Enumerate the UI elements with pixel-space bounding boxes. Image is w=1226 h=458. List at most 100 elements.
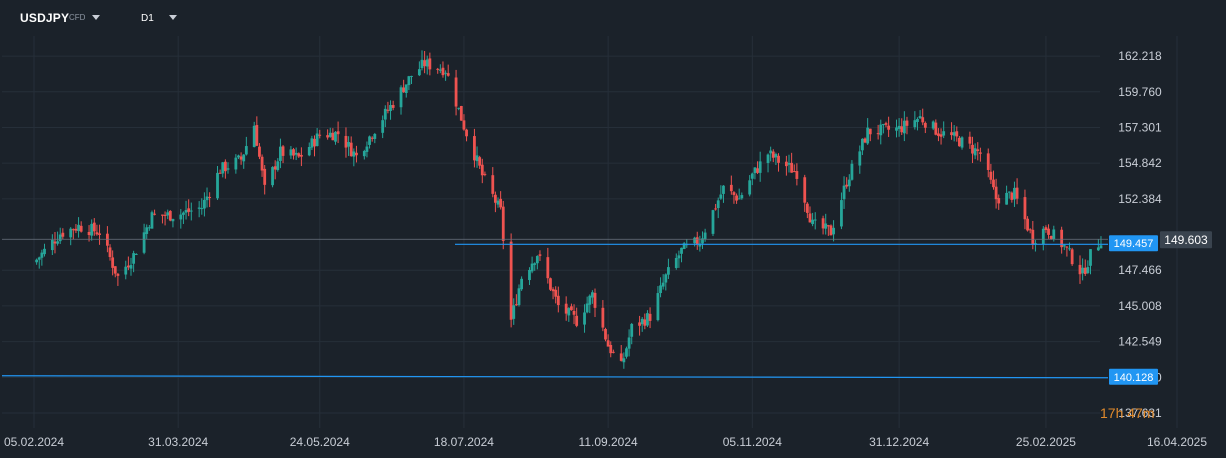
candle-body-up [417,69,421,76]
candle-body-up [197,207,201,209]
candle-body-up [530,263,534,272]
candle-body-up [528,269,531,281]
candle-body-down [643,319,647,326]
timeframe-selector[interactable]: D1 [141,13,154,24]
candle-body-down [826,225,830,227]
candle-body-up [279,146,282,161]
candle-body-up [142,232,146,253]
chart-toolbar: USDJPY CFD D1 [0,0,1226,36]
timeframe-dropdown-chevron-icon[interactable] [169,15,177,20]
symbol-selector[interactable]: USDJPY [20,11,70,25]
candle-body-up [362,151,366,157]
candle-body-up [535,256,539,264]
candle-body-up [389,105,392,111]
candle-body-down [619,353,623,361]
candle-body-down [950,132,953,136]
candle-body-up [567,308,571,316]
candle-body-down [958,137,961,147]
candle-body-up [221,162,225,174]
symbol-type-label: CFD [69,13,86,22]
candle-body-up [590,292,594,298]
candle-body-up [1005,192,1008,205]
candle-body-down [729,184,733,192]
symbol-dropdown-chevron-icon[interactable] [92,15,100,20]
candle-body-up [1086,267,1090,274]
candle-body-down [937,133,940,136]
candle-body-down [549,278,552,290]
candle-body-up [774,154,778,158]
y-axis-tick-label: 159.760 [1118,85,1162,99]
candle-body-down [1065,246,1069,248]
candle-body-up [1062,245,1066,247]
y-axis-tick-label: 157.301 [1118,120,1162,134]
candle-body-up [1052,229,1056,240]
candle-body-up [716,200,720,209]
candle-body-down [108,247,112,258]
candle-body-down [106,233,109,246]
candle-body-down [771,151,775,158]
candle-body-up [1007,191,1011,193]
candle-body-up [769,150,773,154]
x-axis-tick-label: 24.05.2024 [290,435,350,449]
candle-body-down [491,175,495,194]
candle-body-down [923,122,927,128]
candle-body-down [556,295,560,306]
candle-body-up [585,303,589,313]
candle-body-up [271,167,274,186]
candle-body-up [37,257,41,260]
candle-body-up [512,305,516,319]
candle-body-up [811,219,815,225]
x-axis-tick-label: 18.07.2024 [434,435,494,449]
candle-body-down [905,120,909,126]
candle-body-down [239,156,243,160]
candle-body-up [171,218,175,222]
candle-body-up [35,259,39,263]
candle-body-up [661,282,665,287]
candle-body-down [514,304,518,306]
candle-body-down [402,87,406,93]
candle-body-down [299,154,303,157]
candle-body-up [931,121,935,129]
candle-body-up [310,138,314,148]
candle-body-up [918,116,922,119]
y-axis-tick-label: 142.549 [1118,335,1162,349]
y-axis-tick-label: 147.466 [1118,263,1162,277]
candle-body-up [722,185,725,194]
candle-body-down [87,231,91,236]
candle-body-down [601,307,605,328]
candle-body-up [373,133,377,139]
candle-body-down [808,213,812,223]
candle-body-up [698,243,702,247]
candle-body-up [347,141,350,147]
candle-body-up [40,252,44,258]
candle-body-up [1096,247,1100,251]
candle-countdown: 17h 47m [1100,405,1155,421]
candle-body-up [740,195,744,199]
candle-body-up [664,274,668,283]
candle-body-down [483,173,487,175]
x-axis-tick-label: 05.02.2024 [4,435,64,449]
candle-body-up [244,146,248,155]
candle-body-up [916,118,919,122]
candle-body-up [276,161,280,171]
candle-body-up [646,313,649,326]
candle-body-down [971,144,974,154]
candle-body-down [638,322,641,326]
candle-body-up [711,210,715,234]
candle-body-up [69,228,73,238]
candle-body-down [263,168,267,185]
candle-body-down [1010,192,1014,200]
candle-body-down [978,152,982,154]
candle-body-down [161,214,164,216]
candle-body-down [297,153,301,157]
candle-body-up [942,131,946,136]
candle-body-up [381,120,385,133]
candle-body-down [606,340,610,347]
candle-body-up [659,285,662,294]
candle-body-down [994,186,998,200]
candle-body-up [627,337,631,349]
candle-body-down [934,122,938,135]
candle-body-down [313,138,316,147]
candle-body-up [701,238,704,244]
